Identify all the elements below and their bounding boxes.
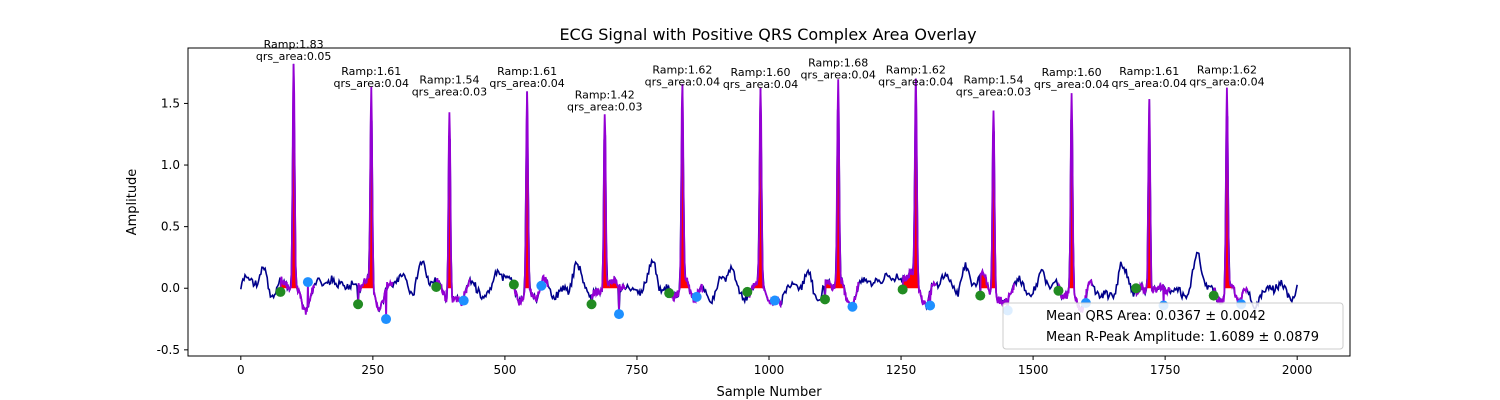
qrs-area-label: qrs_area:0.04 [723, 78, 798, 91]
qrs-area-label: qrs_area:0.03 [956, 86, 1031, 99]
qrs-segment-line [1057, 93, 1093, 313]
s-offset-marker [925, 300, 936, 311]
data-layer [240, 63, 1298, 325]
s-offset-marker [536, 280, 547, 291]
x-tick-label: 1750 [1150, 363, 1181, 377]
x-tick-label: 1000 [754, 363, 785, 377]
qrs-segment-line [1135, 99, 1171, 306]
r-peak-amp-label: Ramp:1.68 [808, 56, 868, 69]
q-onset-marker [664, 288, 675, 299]
q-onset-marker [353, 299, 364, 310]
q-onset-marker [586, 299, 597, 310]
qrs-area-label: qrs_area:0.03 [412, 86, 487, 99]
y-axis: -0.5 0.0 0.5 1.0 1.5 [157, 96, 188, 357]
qrs-segment-line [1212, 87, 1249, 305]
qrs-segment-line [901, 78, 938, 309]
s-offset-marker [769, 295, 780, 306]
r-peak-amp-label: Ramp:1.54 [419, 74, 479, 87]
s-offset-marker [613, 309, 624, 320]
y-tick-label: 0.5 [161, 220, 180, 234]
r-peak-amp-label: Ramp:1.60 [1042, 66, 1102, 79]
s-offset-marker [847, 301, 858, 312]
x-tick-label: 2000 [1282, 363, 1313, 377]
r-peak-amp-label: Ramp:1.61 [341, 65, 401, 78]
qrs-area-label: qrs_area:0.05 [256, 50, 331, 63]
qrs-area-label: qrs_area:0.04 [489, 77, 564, 90]
s-offset-marker [458, 295, 469, 306]
x-tick-label: 0 [237, 363, 245, 377]
qrs-segment-line [590, 114, 627, 315]
qrs-area-label: qrs_area:0.03 [567, 100, 642, 113]
x-axis-label: Sample Number [716, 385, 822, 400]
y-tick-label: -0.5 [157, 343, 180, 357]
x-tick-label: 1500 [1018, 363, 1049, 377]
qrs-area-label: qrs_area:0.04 [645, 76, 720, 89]
q-onset-marker [1208, 290, 1219, 301]
x-tick-label: 750 [626, 363, 649, 377]
q-onset-marker [975, 290, 986, 301]
y-tick-label: 1.5 [161, 96, 180, 110]
qrs-area-label: qrs_area:0.04 [1034, 78, 1109, 91]
legend-box [1002, 302, 1344, 350]
q-onset-marker [1131, 283, 1142, 294]
x-tick-label: 1250 [886, 363, 917, 377]
qrs-area-label: qrs_area:0.04 [334, 77, 409, 90]
qrs-segment-line [357, 86, 394, 320]
qrs-segment-line [979, 110, 1015, 311]
legend-entry-qrs-area: Mean QRS Area: 0.0367 ± 0.0042 [1046, 309, 1266, 324]
qrs-segment-line [279, 63, 316, 315]
legend-entry-r-peak: Mean R-Peak Amplitude: 1.6089 ± 0.0879 [1046, 330, 1319, 345]
s-offset-marker [302, 277, 313, 288]
r-peak-amp-label: Ramp:1.60 [731, 66, 791, 79]
r-peak-amp-label: Ramp:1.61 [497, 65, 557, 78]
q-onset-marker [897, 284, 908, 295]
r-peak-amp-label: Ramp:1.61 [1119, 65, 1179, 78]
chart-title: ECG Signal with Positive QRS Complex Are… [559, 25, 976, 44]
r-peak-amp-label: Ramp:1.42 [575, 88, 635, 101]
qrs-segment-line [435, 112, 471, 307]
qrs-area-label: qrs_area:0.04 [878, 76, 953, 89]
q-onset-marker [275, 286, 286, 297]
q-onset-marker [508, 279, 519, 290]
r-peak-amp-label: Ramp:1.62 [1197, 64, 1257, 77]
y-tick-label: 1.0 [161, 158, 180, 172]
r-peak-amp-label: Ramp:1.62 [652, 64, 712, 77]
qrs-area-label: qrs_area:0.04 [1112, 77, 1187, 90]
annotation-layer: Ramp:1.83qrs_area:0.05Ramp:1.61qrs_area:… [256, 38, 1265, 114]
s-offset-marker [381, 314, 392, 325]
qrs-area-label: qrs_area:0.04 [800, 68, 875, 81]
q-onset-marker [742, 286, 753, 297]
r-peak-amp-label: Ramp:1.62 [886, 64, 946, 77]
q-onset-marker [1053, 285, 1064, 296]
x-axis: 0 250 500 750 1000 1250 1500 1750 2000 [237, 356, 1312, 377]
q-onset-marker [819, 294, 830, 305]
qrs-area-label: qrs_area:0.04 [1189, 76, 1264, 89]
y-tick-label: 0.0 [161, 281, 180, 295]
s-offset-marker [691, 291, 702, 302]
r-peak-amp-label: Ramp:1.54 [963, 74, 1023, 87]
legend: Mean QRS Area: 0.0367 ± 0.0042 Mean R-Pe… [1002, 302, 1344, 350]
q-onset-marker [431, 282, 442, 293]
x-tick-label: 250 [361, 363, 384, 377]
y-axis-label: Amplitude [125, 169, 140, 236]
x-tick-label: 500 [493, 363, 516, 377]
